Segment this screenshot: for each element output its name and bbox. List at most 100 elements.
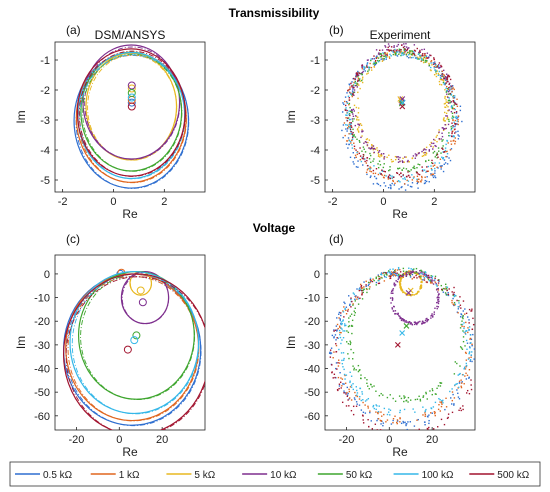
series-point [407,52,410,54]
series-point [425,61,428,63]
series-point [351,81,353,83]
series-point [412,52,415,55]
series-point [425,160,427,163]
series-point [458,302,460,304]
series-point [422,154,425,157]
series-point [428,414,430,416]
series-point [382,153,385,155]
series-point [364,158,366,160]
series-point [403,431,404,432]
series-point [396,419,399,421]
series-point [437,65,440,67]
series-point [417,152,420,155]
series-point [337,337,340,339]
series-point [399,156,401,159]
series-point [435,145,437,148]
series-point [369,152,371,155]
series-point [389,277,392,279]
series-point [445,76,447,78]
series-point [364,151,367,153]
series-point [424,413,427,416]
series-point [453,304,455,307]
series-point [354,311,356,314]
series-point [425,151,427,154]
series-point [430,407,432,409]
series-point [407,421,409,423]
series-point [420,278,423,280]
series-point [420,275,422,277]
series-point [411,53,413,55]
series-point [356,403,358,405]
series-point [368,288,371,290]
series-marker [399,330,406,336]
series-point [462,317,464,320]
series-point [397,277,400,279]
series-point [387,49,390,51]
series-point [357,77,360,79]
series-point [402,161,404,163]
series-point [377,152,379,154]
series-point [448,89,451,92]
series-point [369,154,372,157]
series-point [453,97,456,99]
series-point [376,147,378,149]
series-point [460,409,462,412]
series-point [355,405,358,407]
series-point [380,411,382,413]
series-point [335,344,338,347]
series-point [430,59,433,62]
series-point [438,403,440,406]
series-point [348,397,351,399]
series-point [464,332,466,334]
series-point [466,316,469,318]
series-point [465,378,468,380]
series-point [441,288,443,291]
series-point [398,48,401,50]
series-point [346,130,348,132]
series-point [410,268,412,270]
series-point [448,99,450,101]
series-point [398,53,400,55]
series-point [385,175,387,177]
series-point [408,431,409,432]
series-point [377,173,380,176]
y-tick-label: -3 [40,115,50,127]
series-point [449,88,451,90]
series-point [447,293,450,296]
series-point [458,386,460,389]
series-point [443,120,446,122]
series-point [383,163,385,165]
series-point [348,99,351,101]
series-point [380,423,382,425]
series-point [392,50,395,52]
series-point [346,127,349,129]
series-point [411,50,413,52]
series-point [329,356,332,358]
series-point [354,154,357,157]
series-point [346,386,349,389]
y-tick-label: 0 [44,269,50,281]
series-point [356,73,358,76]
series-point [416,182,418,185]
series-point [375,56,377,58]
series-point [375,57,378,59]
series-point [451,132,453,135]
y-tick-label: -30 [34,340,50,352]
series-point [457,312,459,314]
series-point [422,58,424,60]
series-point [390,290,393,292]
series-point [359,283,362,286]
series-point [352,161,354,163]
series-point [380,273,382,276]
series-point [384,171,386,173]
series-point [452,119,454,122]
series-point [474,381,475,384]
series-point [422,55,424,57]
series-point [439,399,441,401]
series-point [335,325,338,327]
series-point [381,49,384,51]
series-point [482,361,483,362]
series-point [426,398,428,400]
series-point [405,156,407,158]
series-point [408,273,411,276]
